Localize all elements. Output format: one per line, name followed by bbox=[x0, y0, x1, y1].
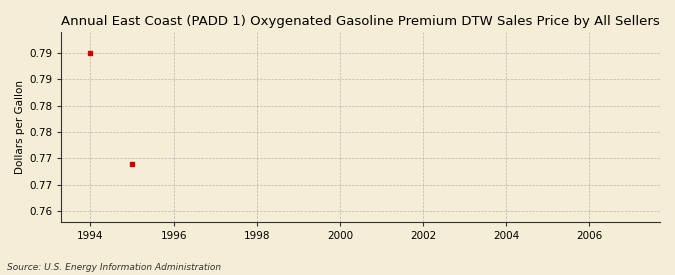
Y-axis label: Dollars per Gallon: Dollars per Gallon bbox=[15, 80, 25, 174]
Title: Annual East Coast (PADD 1) Oxygenated Gasoline Premium DTW Sales Price by All Se: Annual East Coast (PADD 1) Oxygenated Ga… bbox=[61, 15, 660, 28]
Text: Source: U.S. Energy Information Administration: Source: U.S. Energy Information Administ… bbox=[7, 263, 221, 272]
